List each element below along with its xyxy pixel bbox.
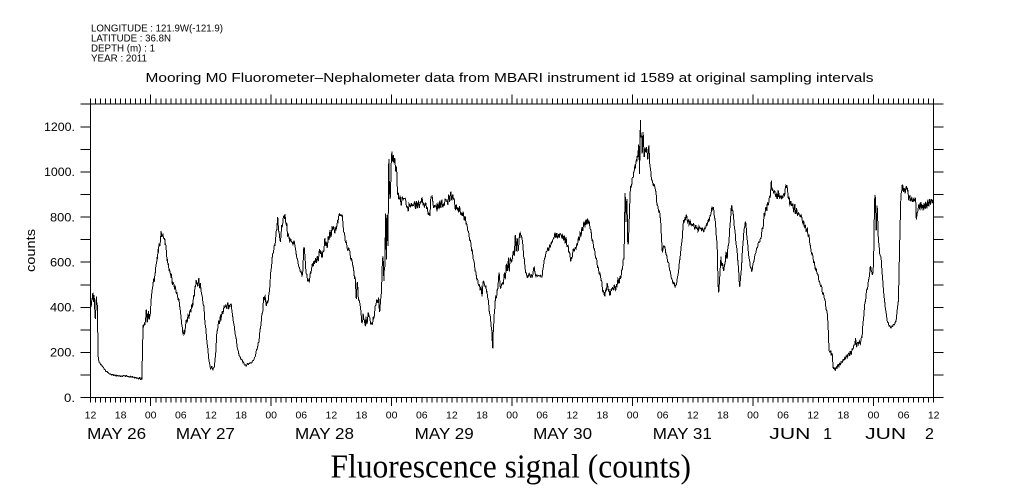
svg-text:2: 2 <box>925 426 934 443</box>
svg-text:06: 06 <box>777 410 789 422</box>
svg-text:12: 12 <box>446 410 458 422</box>
svg-text:1200.: 1200. <box>44 120 75 134</box>
svg-text:0.: 0. <box>64 391 75 405</box>
svg-text:06: 06 <box>898 410 910 422</box>
svg-text:MAY 31: MAY 31 <box>653 426 712 443</box>
svg-text:18: 18 <box>235 410 247 422</box>
svg-text:MAY 29: MAY 29 <box>415 426 474 443</box>
svg-text:12: 12 <box>928 410 940 422</box>
svg-text:MAY 30: MAY 30 <box>533 426 592 443</box>
svg-text:JUN: JUN <box>769 426 810 443</box>
svg-text:06: 06 <box>416 410 428 422</box>
svg-text:Fluorescence signal (counts): Fluorescence signal (counts) <box>331 448 692 485</box>
svg-text:06: 06 <box>175 410 187 422</box>
svg-text:00: 00 <box>145 410 157 422</box>
svg-text:12: 12 <box>807 410 819 422</box>
svg-text:YEAR : 2011: YEAR : 2011 <box>91 53 147 64</box>
svg-text:MAY 27: MAY 27 <box>176 426 235 443</box>
svg-text:12: 12 <box>85 410 97 422</box>
svg-text:00: 00 <box>868 410 880 422</box>
svg-text:00: 00 <box>747 410 759 422</box>
svg-text:JUN: JUN <box>865 426 906 443</box>
svg-text:06: 06 <box>536 410 548 422</box>
svg-text:00: 00 <box>627 410 639 422</box>
svg-text:18: 18 <box>597 410 609 422</box>
svg-text:18: 18 <box>356 410 368 422</box>
svg-text:Mooring M0 Fluorometer–Nephalo: Mooring M0 Fluorometer–Nephalometer data… <box>146 71 874 85</box>
svg-text:18: 18 <box>115 410 127 422</box>
svg-text:MAY 26: MAY 26 <box>87 426 146 443</box>
svg-text:12: 12 <box>566 410 578 422</box>
svg-text:MAY 28: MAY 28 <box>295 426 354 443</box>
svg-text:06: 06 <box>295 410 307 422</box>
svg-text:200.: 200. <box>50 346 75 360</box>
svg-text:counts: counts <box>23 228 38 272</box>
svg-text:800.: 800. <box>50 210 75 224</box>
svg-text:00: 00 <box>386 410 398 422</box>
svg-text:00: 00 <box>265 410 277 422</box>
svg-text:12: 12 <box>326 410 338 422</box>
svg-text:18: 18 <box>717 410 729 422</box>
svg-text:12: 12 <box>205 410 217 422</box>
svg-text:12: 12 <box>687 410 699 422</box>
svg-text:DEPTH (m) : 1: DEPTH (m) : 1 <box>91 43 155 54</box>
svg-text:18: 18 <box>476 410 488 422</box>
svg-text:400.: 400. <box>50 301 75 315</box>
svg-text:600.: 600. <box>50 255 75 269</box>
svg-text:00: 00 <box>506 410 518 422</box>
svg-text:06: 06 <box>657 410 669 422</box>
svg-text:18: 18 <box>838 410 850 422</box>
svg-text:LONGITUDE : 121.9W(-121.9): LONGITUDE : 121.9W(-121.9) <box>91 23 223 34</box>
svg-text:1000.: 1000. <box>44 165 75 179</box>
svg-text:LATITUDE : 36.8N: LATITUDE : 36.8N <box>91 33 171 44</box>
svg-text:1: 1 <box>823 426 832 443</box>
